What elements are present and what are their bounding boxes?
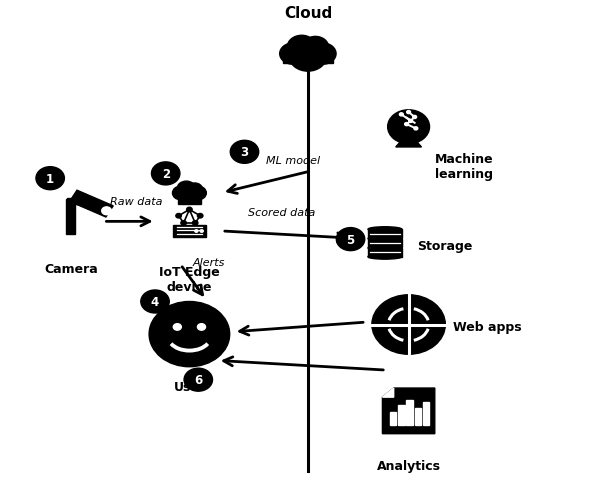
Text: Machine
learning: Machine learning <box>435 152 494 181</box>
Text: Storage: Storage <box>417 239 473 252</box>
Ellipse shape <box>368 255 402 260</box>
Circle shape <box>177 182 196 197</box>
Circle shape <box>280 44 306 65</box>
Circle shape <box>303 37 328 59</box>
FancyBboxPatch shape <box>407 400 413 425</box>
Circle shape <box>176 214 181 219</box>
Circle shape <box>407 111 411 114</box>
FancyBboxPatch shape <box>423 403 429 425</box>
Text: 3: 3 <box>240 146 249 159</box>
Text: 4: 4 <box>151 295 159 308</box>
FancyBboxPatch shape <box>178 194 201 204</box>
Circle shape <box>289 41 327 72</box>
FancyBboxPatch shape <box>368 230 402 239</box>
Text: Alerts: Alerts <box>193 258 225 267</box>
Circle shape <box>195 230 198 233</box>
Circle shape <box>197 214 203 219</box>
Text: Cloud: Cloud <box>284 6 332 21</box>
Circle shape <box>197 324 206 330</box>
Circle shape <box>36 167 65 190</box>
Circle shape <box>405 123 408 126</box>
Circle shape <box>413 116 417 119</box>
Text: 2: 2 <box>161 167 170 181</box>
FancyBboxPatch shape <box>67 199 88 204</box>
Text: IoT Edge
device: IoT Edge device <box>159 265 220 293</box>
Text: Web apps: Web apps <box>453 321 521 334</box>
Polygon shape <box>382 388 393 397</box>
Text: Scored data: Scored data <box>248 207 315 217</box>
Ellipse shape <box>368 227 402 232</box>
FancyBboxPatch shape <box>283 48 332 63</box>
FancyBboxPatch shape <box>173 225 206 237</box>
FancyBboxPatch shape <box>368 239 402 248</box>
Circle shape <box>372 295 446 354</box>
Circle shape <box>336 228 365 251</box>
Circle shape <box>200 230 203 233</box>
FancyBboxPatch shape <box>66 200 75 234</box>
Text: 5: 5 <box>346 233 355 246</box>
Circle shape <box>230 141 259 164</box>
Circle shape <box>149 302 230 367</box>
Ellipse shape <box>368 246 402 251</box>
Circle shape <box>190 187 206 201</box>
Circle shape <box>179 187 200 204</box>
Circle shape <box>388 111 429 144</box>
Text: Analytics: Analytics <box>377 459 441 472</box>
Circle shape <box>151 163 180 185</box>
FancyBboxPatch shape <box>390 412 396 425</box>
Circle shape <box>187 183 203 196</box>
Text: User: User <box>173 380 205 393</box>
Text: Raw data: Raw data <box>110 196 162 206</box>
Circle shape <box>181 221 187 225</box>
Ellipse shape <box>368 237 402 242</box>
Circle shape <box>414 127 418 131</box>
Circle shape <box>399 114 403 117</box>
Circle shape <box>172 187 190 201</box>
Polygon shape <box>382 388 435 434</box>
Circle shape <box>187 208 192 212</box>
Circle shape <box>193 221 198 225</box>
Text: 6: 6 <box>194 373 202 386</box>
Circle shape <box>310 44 336 65</box>
FancyBboxPatch shape <box>368 248 402 257</box>
Circle shape <box>173 324 181 330</box>
FancyBboxPatch shape <box>398 406 405 425</box>
Circle shape <box>141 290 169 313</box>
FancyBboxPatch shape <box>415 408 421 425</box>
Text: Camera: Camera <box>44 263 98 276</box>
Polygon shape <box>396 139 422 148</box>
Circle shape <box>102 207 111 215</box>
Circle shape <box>184 368 212 391</box>
Polygon shape <box>69 191 113 218</box>
Text: ML model: ML model <box>267 156 321 165</box>
Text: 1: 1 <box>46 172 54 185</box>
Circle shape <box>408 120 413 123</box>
Circle shape <box>287 36 316 60</box>
